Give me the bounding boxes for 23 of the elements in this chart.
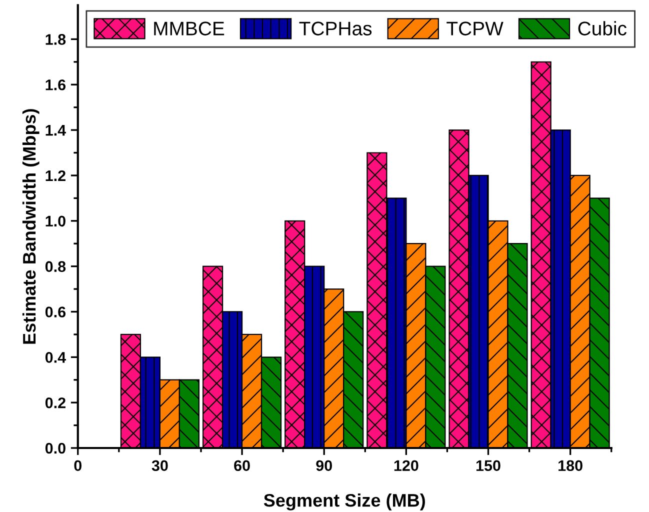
y-tick-label: 1.8 <box>46 34 66 45</box>
x-axis-title: Segment Size (MB) <box>264 493 425 510</box>
x-tick-label: 0 <box>74 460 82 472</box>
legend-label: TCPW <box>446 22 504 36</box>
legend-label: TCPHas <box>299 22 372 36</box>
x-tick-label: 150 <box>476 460 500 472</box>
y-tick-label: 0.2 <box>45 397 66 408</box>
x-tick-label: 30 <box>152 460 168 472</box>
x-tick-label: 60 <box>234 460 250 472</box>
y-tick-label: 0.6 <box>45 306 66 318</box>
y-tick-label: 0.8 <box>45 261 66 272</box>
y-tick-label: 1.4 <box>46 125 66 136</box>
legend-label: Cubic <box>578 21 627 36</box>
y-tick-label: 0.4 <box>45 352 66 363</box>
y-tick-label: 1.2 <box>46 170 66 181</box>
x-tick-label: 90 <box>316 460 332 472</box>
x-tick-label: 180 <box>558 460 582 472</box>
y-tick-label: 1.6 <box>46 79 66 90</box>
y-tick-label: 1.0 <box>46 216 66 227</box>
x-tick-label: 120 <box>394 460 418 472</box>
legend-label: MMBCE <box>154 22 224 36</box>
y-tick-label: 0.0 <box>45 442 66 454</box>
y-axis-title: Estimate Bandwidth (Mbps) <box>22 109 40 344</box>
